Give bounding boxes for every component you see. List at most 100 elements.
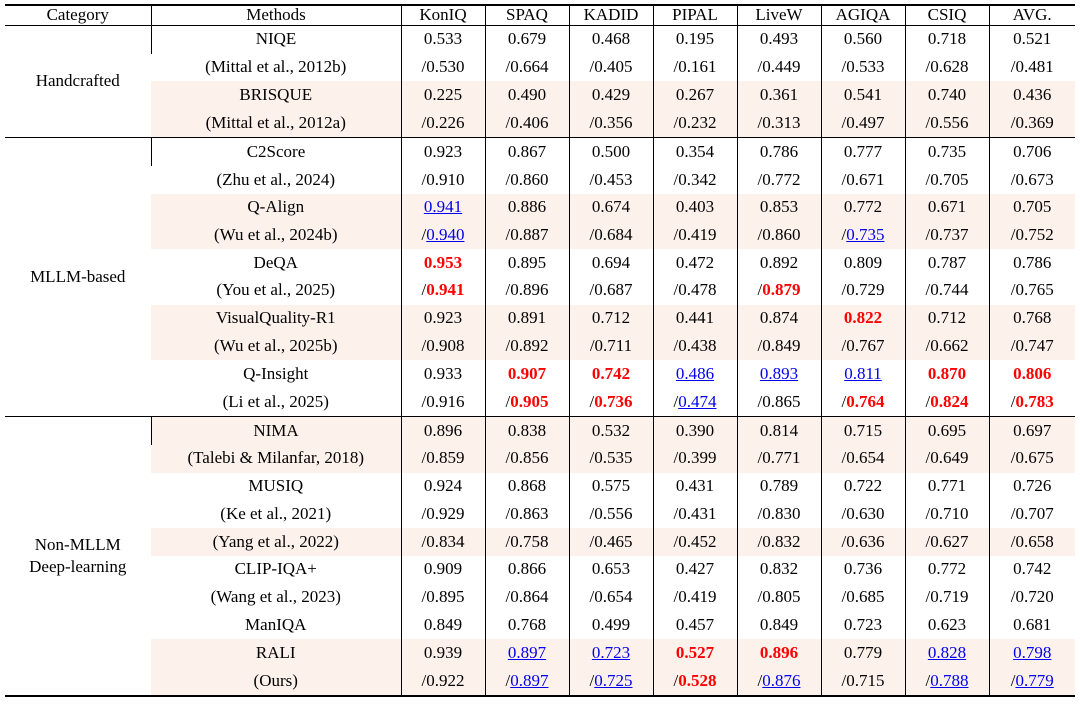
score-cell: 0.679 <box>484 25 569 54</box>
score-value: 0.940 <box>426 225 465 245</box>
score-value: /0.662 <box>925 335 969 355</box>
score-value: 0.853 <box>759 197 799 217</box>
table-row: BRISQUE 0.225 0.490 0.429 0.267 0.361 0.541 0.7… <box>5 81 1075 110</box>
method-cell: RALI <box>151 639 401 667</box>
table-row: Q-Align 0.941 0.886 0.674 0.403 0.853 0.772 0.6… <box>5 193 1075 222</box>
method-cell: (Talebi & Milanfar, 2018) <box>151 444 401 473</box>
score-value: 0.712 <box>591 308 631 328</box>
score-value: /0.419 <box>673 225 717 245</box>
score-value: 0.427 <box>675 559 715 579</box>
score-value: /0.922 <box>421 670 465 690</box>
score-value: 0.541 <box>843 84 883 104</box>
score-cell: /0.406 <box>484 109 569 138</box>
score-cell: 0.560 <box>820 25 905 54</box>
score-cell: 0.735 <box>904 137 989 167</box>
score-value: 0.909 <box>423 559 463 579</box>
table-row: (Mittal et al., 2012a) /0.226/0.406/0.356… <box>5 109 1075 138</box>
score-cell: 0.354 <box>652 137 737 167</box>
score-cell: 0.674 <box>568 193 653 222</box>
score-cell: 0.771 <box>904 472 989 501</box>
score-cell: /0.474 <box>652 387 737 417</box>
score-cell: /0.452 <box>652 528 737 556</box>
score-cell: /0.940 <box>400 221 485 250</box>
score-value: /0.406 <box>505 112 549 132</box>
score-cell: 0.723 <box>568 639 653 667</box>
score-value: /0.860 <box>505 169 549 189</box>
score-cell: 0.527 <box>652 639 737 667</box>
score-cell: 0.924 <box>400 472 485 501</box>
score-cell: /0.226 <box>400 109 485 138</box>
score-cell: 0.768 <box>988 304 1075 333</box>
method-cell: (Yang et al., 2022) <box>151 528 401 556</box>
table-row: MUSIQ 0.924 0.868 0.575 0.431 0.789 0.722 0.771… <box>5 472 1075 501</box>
method-cell: (Ours) <box>151 666 401 696</box>
score-value: /0.232 <box>673 112 717 132</box>
score-value: /0.478 <box>673 280 717 300</box>
column-header: KADID <box>568 5 653 26</box>
score-value: 0.493 <box>759 29 799 49</box>
score-value: /0.771 <box>757 448 801 468</box>
score-value: 0.897 <box>507 642 547 662</box>
score-cell: /0.856 <box>484 444 569 473</box>
category-label: Deep-learning <box>29 556 127 576</box>
method-cell: CLIP-IQA+ <box>234 559 317 579</box>
score-cell: 0.849 <box>736 611 821 640</box>
score-value: /0.419 <box>673 587 717 607</box>
method-cell: BRISQUE <box>151 81 401 110</box>
score-cell: 0.722 <box>820 472 905 501</box>
score-value: /0.916 <box>421 391 465 411</box>
score-cell: 0.706 <box>988 137 1075 167</box>
score-cell: 0.941 <box>400 193 485 222</box>
score-value: /0.636 <box>841 531 885 551</box>
score-cell: /0.556 <box>568 500 653 529</box>
score-cell: 0.726 <box>988 472 1075 501</box>
score-value: 0.468 <box>591 29 631 49</box>
score-cell: /0.715 <box>820 666 905 696</box>
score-cell: 0.695 <box>904 416 989 445</box>
score-cell: /0.232 <box>652 109 737 138</box>
score-value: 0.874 <box>759 308 799 328</box>
score-value: 0.868 <box>507 476 547 496</box>
score-cell: /0.765 <box>988 276 1075 305</box>
score-value: /0.431 <box>673 503 717 523</box>
score-cell: 0.768 <box>484 611 569 640</box>
score-cell: 0.429 <box>568 81 653 110</box>
score-value: /0.658 <box>1010 531 1054 551</box>
method-cell: NIMA <box>150 416 401 445</box>
table-row: (Ke et al., 2021) /0.929/0.863/0.556/0.43… <box>5 500 1075 529</box>
score-cell: /0.662 <box>904 332 989 361</box>
score-value: 0.361 <box>759 84 799 104</box>
score-value: /0.711 <box>589 335 633 355</box>
score-cell: 0.779 <box>820 639 905 667</box>
score-cell: /0.929 <box>400 500 485 529</box>
category-label: Handcrafted <box>35 71 120 91</box>
table-group: MLLM-based C2Score 0.923 0.867 0.500 0.354 0.7… <box>5 137 1075 417</box>
table-group: Handcrafted NIQE 0.533 0.679 0.468 0.195 0.493… <box>5 25 1075 138</box>
score-cell: /0.685 <box>820 583 905 612</box>
score-value: 0.879 <box>762 280 801 300</box>
score-value: /0.863 <box>505 503 549 523</box>
score-value: /0.765 <box>1010 280 1054 300</box>
score-cell: 0.923 <box>400 137 485 167</box>
score-value: 0.768 <box>1013 308 1052 328</box>
score-value: /0.497 <box>841 112 885 132</box>
score-cell: /0.824 <box>904 387 989 417</box>
table-row: (Mittal et al., 2012b) /0.530/0.664/0.405… <box>5 53 1075 82</box>
score-value: /0.752 <box>1010 225 1054 245</box>
score-cell: /0.772 <box>736 166 821 194</box>
score-cell: 0.500 <box>568 137 653 167</box>
score-value: /0.864 <box>505 587 549 607</box>
score-cell: /0.834 <box>400 528 485 556</box>
score-cell: /0.478 <box>652 276 737 305</box>
score-value: /0.720 <box>1010 587 1054 607</box>
score-cell: 0.490 <box>484 81 569 110</box>
score-value: 0.742 <box>591 363 631 383</box>
score-cell: /0.916 <box>400 387 485 417</box>
score-cell: /0.649 <box>904 444 989 473</box>
score-cell: /0.744 <box>904 276 989 305</box>
score-cell: /0.832 <box>736 528 821 556</box>
score-cell: /0.636 <box>820 528 905 556</box>
score-cell: /0.764 <box>820 387 905 417</box>
score-value: /0.449 <box>757 57 801 77</box>
score-cell: 0.723 <box>820 611 905 640</box>
